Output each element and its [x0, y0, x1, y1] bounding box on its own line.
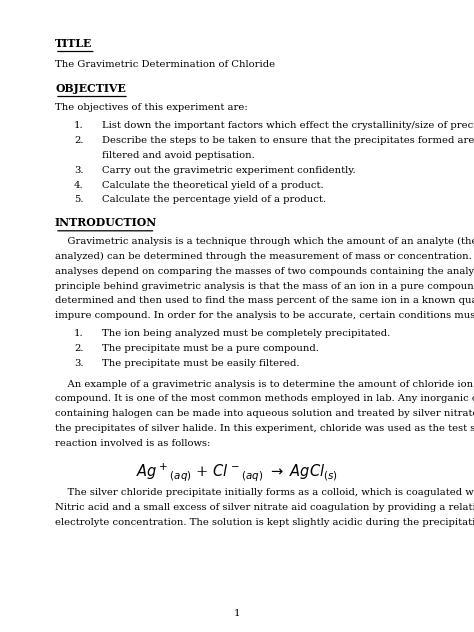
- Text: 4.: 4.: [74, 181, 83, 190]
- Text: 2.: 2.: [74, 344, 83, 353]
- Text: List down the important factors which effect the crystallinity/size of precipita: List down the important factors which ef…: [102, 121, 474, 130]
- Text: 1.: 1.: [74, 121, 83, 130]
- Text: The precipitate must be a pure compound.: The precipitate must be a pure compound.: [102, 344, 319, 353]
- Text: principle behind gravimetric analysis is that the mass of an ion in a pure compo: principle behind gravimetric analysis is…: [55, 282, 474, 291]
- Text: Gravimetric analysis is a technique through which the amount of an analyte (the : Gravimetric analysis is a technique thro…: [55, 237, 474, 246]
- Text: Nitric acid and a small excess of silver nitrate aid coagulation by providing a : Nitric acid and a small excess of silver…: [55, 503, 474, 513]
- Text: 3.: 3.: [74, 359, 83, 368]
- Text: The objectives of this experiment are:: The objectives of this experiment are:: [55, 103, 248, 112]
- Text: Calculate the percentage yield of a product.: Calculate the percentage yield of a prod…: [102, 195, 327, 205]
- Text: The precipitate must be easily filtered.: The precipitate must be easily filtered.: [102, 359, 300, 368]
- Text: electrolyte concentration. The solution is kept slightly acidic during the preci: electrolyte concentration. The solution …: [55, 518, 474, 527]
- Text: $Ag^+{}_{(aq)}$ + $Cl^-{}_{(aq)}$ $\rightarrow$ $AgCl_{(s)}$: $Ag^+{}_{(aq)}$ + $Cl^-{}_{(aq)}$ $\righ…: [136, 461, 338, 483]
- Text: analyzed) can be determined through the measurement of mass or concentration. Gr: analyzed) can be determined through the …: [55, 252, 474, 261]
- Text: The Gravimetric Determination of Chloride: The Gravimetric Determination of Chlorid…: [55, 60, 275, 69]
- Text: 2.: 2.: [74, 137, 83, 145]
- Text: Describe the steps to be taken to ensure that the precipitates formed are large : Describe the steps to be taken to ensure…: [102, 137, 474, 145]
- Text: containing halogen can be made into aqueous solution and treated by silver nitra: containing halogen can be made into aque…: [55, 409, 474, 418]
- Text: filtered and avoid peptisation.: filtered and avoid peptisation.: [102, 151, 255, 160]
- Text: INTRODUCTION: INTRODUCTION: [55, 217, 157, 228]
- Text: The silver chloride precipitate initially forms as a colloid, which is coagulate: The silver chloride precipitate initiall…: [55, 489, 474, 497]
- Text: 1.: 1.: [74, 329, 83, 338]
- Text: OBJECTIVE: OBJECTIVE: [55, 83, 126, 94]
- Text: impure compound. In order for the analysis to be accurate, certain conditions mu: impure compound. In order for the analys…: [55, 312, 474, 320]
- Text: An example of a gravimetric analysis is to determine the amount of chloride ion : An example of a gravimetric analysis is …: [55, 379, 474, 389]
- Text: The ion being analyzed must be completely precipitated.: The ion being analyzed must be completel…: [102, 329, 391, 338]
- Text: Calculate the theoretical yield of a product.: Calculate the theoretical yield of a pro…: [102, 181, 324, 190]
- Text: TITLE: TITLE: [55, 38, 92, 49]
- Text: 1: 1: [234, 609, 240, 618]
- Text: analyses depend on comparing the masses of two compounds containing the analyte.: analyses depend on comparing the masses …: [55, 267, 474, 276]
- Text: compound. It is one of the most common methods employed in lab. Any inorganic co: compound. It is one of the most common m…: [55, 394, 474, 403]
- Text: Carry out the gravimetric experiment confidently.: Carry out the gravimetric experiment con…: [102, 166, 356, 175]
- Text: 3.: 3.: [74, 166, 83, 175]
- Text: reaction involved is as follows:: reaction involved is as follows:: [55, 439, 210, 447]
- Text: determined and then used to find the mass percent of the same ion in a known qua: determined and then used to find the mas…: [55, 296, 474, 305]
- Text: 5.: 5.: [74, 195, 83, 205]
- Text: the precipitates of silver halide. In this experiment, chloride was used as the : the precipitates of silver halide. In th…: [55, 424, 474, 433]
